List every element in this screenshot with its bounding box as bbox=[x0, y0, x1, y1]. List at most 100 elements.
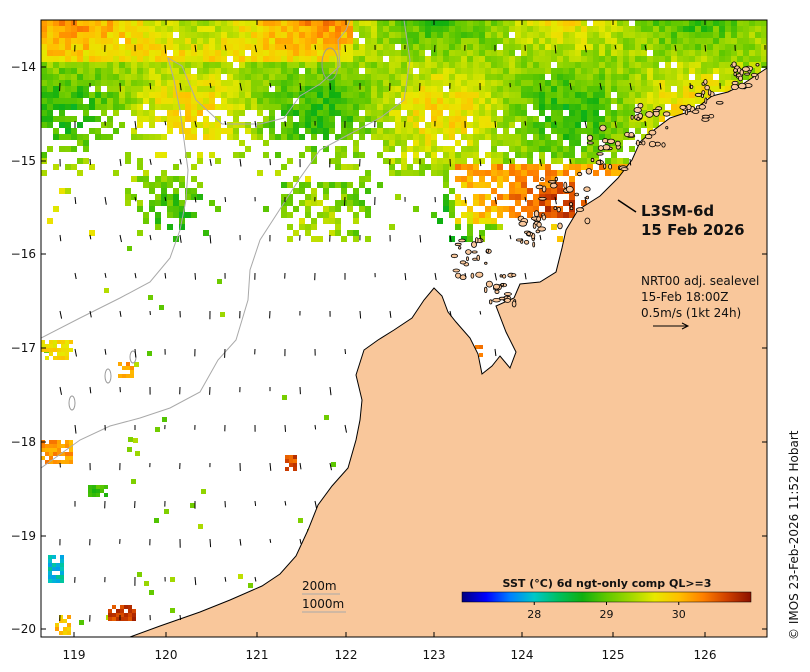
sst-cell bbox=[281, 194, 287, 200]
sst-cell bbox=[347, 128, 353, 134]
sst-cell bbox=[437, 68, 443, 74]
current-vector bbox=[194, 44, 197, 53]
sst-cell bbox=[275, 26, 281, 32]
island bbox=[554, 176, 558, 182]
sst-cell bbox=[61, 352, 65, 356]
sst-cell bbox=[671, 38, 677, 44]
sst-cell bbox=[107, 98, 113, 104]
sst-cell bbox=[215, 20, 221, 26]
sst-cell bbox=[203, 32, 209, 38]
sst-cell bbox=[281, 26, 287, 32]
sst-cell bbox=[473, 146, 479, 152]
sst-cell bbox=[173, 56, 179, 62]
current-vector bbox=[74, 196, 77, 205]
sst-cell bbox=[461, 128, 467, 134]
sst-cell bbox=[120, 605, 124, 609]
sst-cell bbox=[125, 80, 131, 86]
sst-cell bbox=[89, 38, 95, 44]
sst-cell bbox=[53, 348, 57, 352]
island bbox=[556, 206, 561, 213]
sst-cell bbox=[605, 26, 611, 32]
sst-cell bbox=[425, 164, 431, 170]
sst-cell bbox=[65, 116, 71, 122]
sst-cell bbox=[359, 134, 365, 140]
sst-cell bbox=[485, 104, 491, 110]
sst-cell bbox=[563, 50, 569, 56]
sst-cell bbox=[437, 128, 443, 134]
sst-cell bbox=[563, 212, 569, 218]
sst-cell bbox=[335, 92, 341, 98]
sst-cell bbox=[65, 32, 71, 38]
island bbox=[733, 71, 737, 77]
sst-cell bbox=[215, 206, 221, 212]
sst-cell bbox=[371, 44, 377, 50]
sst-cell bbox=[107, 68, 113, 74]
sst-cell bbox=[119, 50, 125, 56]
sst-cell bbox=[443, 92, 449, 98]
sst-cell bbox=[233, 92, 239, 98]
sst-cell bbox=[347, 122, 353, 128]
sst-cell bbox=[263, 50, 269, 56]
sst-cell bbox=[143, 32, 149, 38]
sst-cell bbox=[125, 56, 131, 62]
sst-cell bbox=[155, 224, 161, 230]
sst-cell bbox=[635, 32, 641, 38]
sst-cell bbox=[71, 38, 77, 44]
sst-cell bbox=[137, 92, 143, 98]
sst-cell bbox=[545, 62, 551, 68]
sst-cell bbox=[509, 38, 515, 44]
sst-cell bbox=[287, 86, 293, 92]
sst-cell bbox=[143, 110, 149, 116]
sst-cell bbox=[311, 80, 317, 86]
sst-cell bbox=[647, 56, 653, 62]
sst-cell bbox=[701, 68, 707, 74]
sst-cell bbox=[461, 92, 467, 98]
sst-cell bbox=[63, 627, 67, 631]
sst-cell bbox=[323, 44, 329, 50]
sst-cell bbox=[743, 74, 749, 80]
sst-cell bbox=[305, 38, 311, 44]
sst-cell bbox=[125, 38, 131, 44]
sst-cell bbox=[155, 92, 161, 98]
map-plot-area[interactable] bbox=[41, 20, 767, 637]
sst-cell bbox=[371, 68, 377, 74]
sst-cell bbox=[125, 68, 131, 74]
sst-cell bbox=[257, 26, 263, 32]
sst-cell bbox=[377, 74, 383, 80]
sst-cell bbox=[569, 134, 575, 140]
sst-cell bbox=[593, 110, 599, 116]
sst-cell bbox=[623, 134, 629, 140]
sst-cell bbox=[154, 518, 159, 523]
sst-cell bbox=[695, 74, 701, 80]
sst-cell bbox=[155, 200, 161, 206]
sst-cell bbox=[431, 170, 437, 176]
sst-cell bbox=[509, 134, 515, 140]
sst-cell bbox=[605, 116, 611, 122]
sst-cell bbox=[491, 128, 497, 134]
sst-cell bbox=[545, 188, 551, 194]
sst-cell bbox=[671, 50, 677, 56]
sst-cell bbox=[347, 32, 353, 38]
sst-cell bbox=[449, 44, 455, 50]
sst-cell bbox=[155, 176, 161, 182]
sst-cell bbox=[725, 20, 731, 26]
sst-cell bbox=[137, 32, 143, 38]
current-vector bbox=[524, 120, 527, 126]
sst-cell bbox=[197, 80, 203, 86]
sst-cell bbox=[629, 104, 635, 110]
sst-cell bbox=[407, 20, 413, 26]
island bbox=[523, 240, 530, 245]
sst-cell bbox=[257, 56, 263, 62]
sst-cell bbox=[485, 62, 491, 68]
island bbox=[628, 132, 635, 138]
sst-cell bbox=[647, 116, 653, 122]
sst-cell bbox=[323, 182, 329, 188]
sst-cell bbox=[197, 194, 203, 200]
sst-cell bbox=[605, 164, 611, 170]
sst-cell bbox=[143, 20, 149, 26]
sst-cell bbox=[41, 104, 47, 110]
sst-cell bbox=[719, 86, 725, 92]
sst-cell bbox=[521, 110, 527, 116]
sst-cell bbox=[323, 212, 329, 218]
sst-cell bbox=[281, 182, 287, 188]
